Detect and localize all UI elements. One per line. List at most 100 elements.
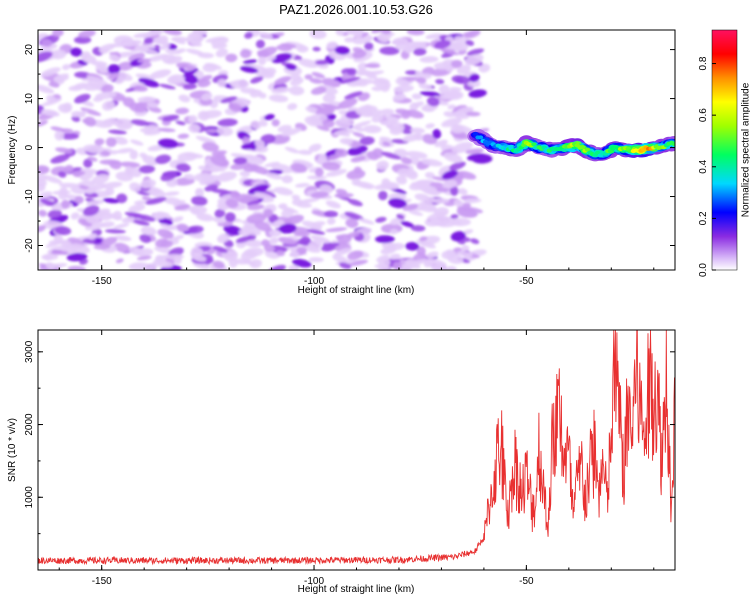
snr-xtick-label: -100 xyxy=(304,576,324,587)
spectrogram-noise-blob xyxy=(357,92,371,102)
colorbar-tick-label: 0.4 xyxy=(698,159,709,173)
spectrogram-noise-blob xyxy=(121,216,135,224)
spectrogram-noise-blob xyxy=(46,95,56,103)
spectrogram-noise-blob xyxy=(346,169,366,180)
spectrogram-xtick-label: -50 xyxy=(519,276,534,287)
spectrogram-noise-blob xyxy=(380,181,400,190)
spectrogram-noise-blob xyxy=(173,234,185,241)
spectrogram-noise-blob xyxy=(257,46,278,58)
spectrogram-noise-blob xyxy=(176,223,189,232)
spectrogram-noise-blob xyxy=(230,162,251,170)
spectrogram-noise-blob xyxy=(458,188,468,196)
spectrogram-noise-blob xyxy=(288,264,300,270)
spectrogram-noise-blob xyxy=(182,83,197,90)
spectrogram-noise-blob xyxy=(195,187,204,194)
spectrogram-noise-blob xyxy=(239,170,251,177)
spectrogram-noise-blob xyxy=(163,254,185,260)
spectrogram-noise-blob xyxy=(379,46,400,56)
spectrogram-noise-blob xyxy=(334,46,350,55)
spectrogram-noise-blob xyxy=(102,197,120,204)
spectrogram-noise-blob xyxy=(212,217,225,224)
spectrogram-noise-blob xyxy=(54,226,72,236)
spectrogram-noise-blob xyxy=(143,263,157,270)
spectrogram-noise-blob xyxy=(450,124,465,134)
spectrogram-noise-blob xyxy=(116,193,128,204)
spectrogram-noise-blob xyxy=(292,198,303,206)
spectrogram-noise-blob xyxy=(308,143,322,152)
spectrogram-noise-blob xyxy=(50,154,70,164)
spectrogram-noise-blob xyxy=(432,129,442,139)
spectrogram-noise-blob xyxy=(105,137,117,148)
spectrogram-noise-blob xyxy=(274,76,292,85)
spectrogram-noise-blob xyxy=(389,228,398,235)
spectrogram-noise-blob xyxy=(204,184,219,192)
spectrogram-noise-blob xyxy=(53,76,70,82)
spectrogram-noise-blob xyxy=(80,107,102,116)
spectrogram-noise-blob xyxy=(137,58,151,63)
spectrogram-noise-blob xyxy=(466,153,487,161)
spectrogram-noise-blob xyxy=(357,62,368,71)
spectrogram-noise-blob xyxy=(244,32,254,39)
spectrogram-noise-blob xyxy=(405,151,428,159)
spectrogram-noise-blob xyxy=(405,70,420,75)
spectrogram-noise-blob xyxy=(325,169,347,177)
spectrogram-noise-blob xyxy=(445,249,457,258)
spectrogram-noise-blob xyxy=(159,83,176,90)
spectrogram-noise-blob xyxy=(194,70,204,80)
spectrogram-noise-blob xyxy=(384,115,400,122)
spectrogram-noise-blob xyxy=(305,106,320,114)
spectrogram-noise-blob xyxy=(389,253,401,260)
spectrogram-noise-blob xyxy=(209,165,223,173)
spectrogram-noise-blob xyxy=(402,203,419,211)
spectrogram-noise-blob xyxy=(83,158,93,168)
spectrogram-noise-blob xyxy=(315,125,330,132)
spectrogram-noise-blob xyxy=(74,195,84,204)
spectrogram-noise-blob xyxy=(451,59,463,68)
spectrogram-noise-blob xyxy=(247,204,265,211)
spectrogram-noise-blob xyxy=(170,36,188,43)
spectrogram-signal-cell xyxy=(477,135,484,140)
spectrogram-noise-blob xyxy=(463,198,482,204)
colorbar-ticks: 0.0 0.2 0.4 0.6 0.8 xyxy=(698,56,716,277)
spectrogram-noise-blob xyxy=(62,102,73,112)
spectrogram-noise-blob xyxy=(395,78,410,87)
spectrogram-noise-blob xyxy=(290,77,304,86)
spectrogram-noise-blob xyxy=(196,213,214,222)
spectrogram-noise-blob xyxy=(300,236,311,246)
spectrogram-noise-blob xyxy=(225,53,238,63)
spectrogram-noise-blob xyxy=(103,119,119,126)
spectrogram-noise-blob xyxy=(307,175,327,180)
spectrogram-noise-blob xyxy=(254,220,271,232)
spectrogram-noise-blob xyxy=(133,32,151,38)
spectrogram-noise-blob xyxy=(335,188,348,195)
spectrogram-noise-blob xyxy=(159,44,171,50)
spectrogram-noise-blob xyxy=(101,236,118,246)
spectrogram-noise-blob xyxy=(462,31,477,37)
spectrogram-noise-blob xyxy=(210,155,230,167)
spectrogram-noise-blob xyxy=(94,138,105,146)
spectrogram-noise-blob xyxy=(133,85,148,92)
spectrogram-noise-blob xyxy=(140,179,156,189)
spectrogram-noise-blob xyxy=(67,265,86,270)
spectrogram-noise-blob xyxy=(108,54,121,62)
spectrogram-noise-blob xyxy=(344,37,356,43)
spectrogram-noise-blob xyxy=(321,244,336,252)
spectrogram-ytick-label: 0 xyxy=(24,144,35,150)
spectrogram-noise-blob xyxy=(54,130,65,141)
spectrogram-noise-blob xyxy=(315,106,335,117)
spectrogram-noise-blob xyxy=(141,196,152,201)
colorbar-gradient xyxy=(711,29,738,271)
spectrogram-xlabel: Height of straight line (km) xyxy=(298,285,415,296)
spectrogram-noise-blob xyxy=(346,68,358,76)
spectrogram-noise-blob xyxy=(139,234,152,243)
spectrogram-noise-blob xyxy=(327,217,336,225)
spectrogram-noise-blob xyxy=(53,234,64,243)
spectrogram-noise-blob xyxy=(295,183,310,188)
spectrogram-noise-blob xyxy=(105,187,115,196)
spectrogram-noise-blob xyxy=(392,37,409,46)
spectrogram-noise-blob xyxy=(189,205,208,214)
spectrogram-noise-blob xyxy=(257,56,267,66)
spectrogram-noise-blob xyxy=(55,147,73,154)
spectrogram-noise-blob xyxy=(182,73,199,84)
spectrogram-noise-blob xyxy=(154,246,174,254)
